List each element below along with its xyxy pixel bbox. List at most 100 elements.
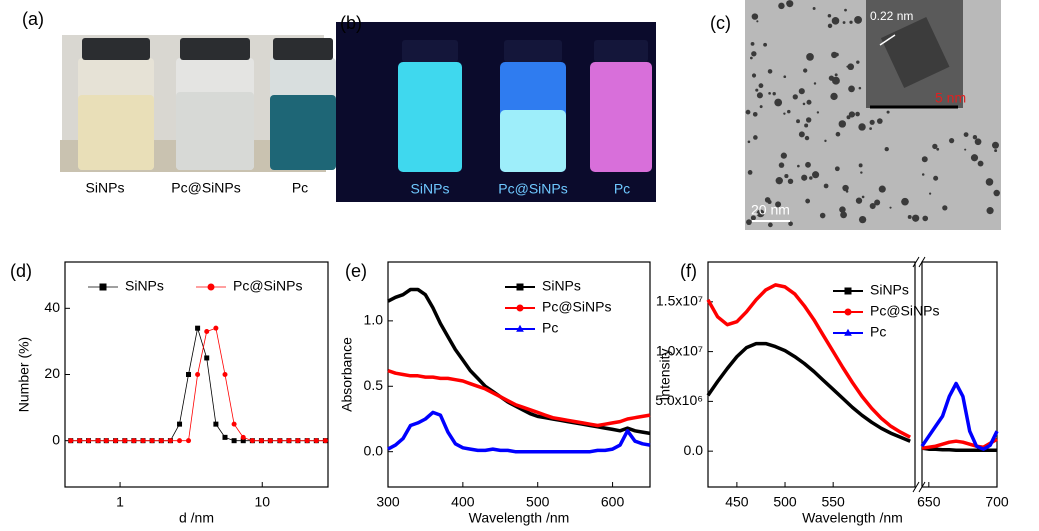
nanoparticle bbox=[840, 211, 847, 219]
nanoparticle bbox=[812, 7, 816, 10]
legend-marker bbox=[516, 324, 524, 332]
nanoparticle bbox=[767, 222, 773, 228]
nanoparticle bbox=[746, 219, 752, 226]
nanoparticle bbox=[758, 83, 764, 89]
y-tick-label: 40 bbox=[44, 299, 60, 315]
nanoparticle bbox=[805, 117, 812, 123]
legend-marker bbox=[516, 283, 524, 291]
legend-label: SiNPs bbox=[542, 278, 581, 294]
y-tick-label: 1.5x10⁷ bbox=[656, 293, 703, 309]
scale-label: 20 nm bbox=[751, 202, 790, 218]
nanoparticle bbox=[842, 21, 846, 24]
x-axis-label: Wavelength /nm bbox=[469, 510, 570, 526]
nanoparticle bbox=[858, 123, 866, 131]
nanoparticle bbox=[796, 119, 800, 124]
vial-glow bbox=[500, 110, 566, 172]
nanoparticle bbox=[767, 69, 773, 74]
x-tick-label: 550 bbox=[821, 494, 845, 510]
vial-liquid bbox=[176, 92, 254, 170]
nanoparticle bbox=[856, 60, 860, 64]
legend-marker bbox=[516, 304, 524, 312]
nanoparticle bbox=[749, 56, 753, 60]
nanoparticle bbox=[752, 111, 758, 117]
nanoparticle bbox=[768, 92, 771, 95]
nanoparticle bbox=[994, 149, 998, 153]
y-tick-label: 0 bbox=[52, 431, 60, 447]
nanoparticle bbox=[751, 13, 759, 20]
nanoparticle bbox=[884, 146, 889, 152]
y-tick-label: 5.0x10⁶ bbox=[655, 392, 703, 408]
marker bbox=[304, 438, 310, 444]
nanoparticle bbox=[783, 75, 787, 79]
nanoparticle bbox=[936, 147, 940, 151]
marker bbox=[167, 438, 173, 444]
lattice-label: 0.22 nm bbox=[870, 9, 913, 23]
legend-marker bbox=[844, 287, 852, 295]
marker bbox=[68, 438, 74, 444]
nanoparticle bbox=[832, 76, 840, 85]
nanoparticle bbox=[775, 201, 782, 208]
panel-label: (e) bbox=[345, 261, 367, 281]
nanoparticle bbox=[932, 143, 938, 150]
nanoparticle bbox=[858, 86, 862, 90]
legend-marker bbox=[207, 283, 215, 291]
y-tick-label: 1.0x10⁷ bbox=[656, 342, 703, 358]
nanoparticle bbox=[827, 13, 832, 18]
nanoparticle bbox=[889, 206, 892, 209]
series-line bbox=[70, 327, 326, 442]
nanoparticle bbox=[763, 42, 768, 47]
nanoparticle bbox=[855, 197, 863, 204]
marker bbox=[258, 438, 264, 444]
nanoparticle bbox=[802, 102, 806, 106]
axis-break bbox=[912, 256, 926, 493]
nanoparticle bbox=[788, 221, 793, 227]
lattice-arrow bbox=[879, 34, 896, 46]
marker bbox=[213, 325, 219, 331]
nanoparticle bbox=[787, 109, 791, 114]
nanoparticle bbox=[901, 197, 909, 206]
nanoparticle bbox=[805, 161, 811, 168]
nanoparticle bbox=[933, 175, 939, 181]
nanoparticle bbox=[847, 63, 855, 71]
nanoparticle bbox=[804, 135, 810, 141]
nanoparticle bbox=[750, 42, 755, 46]
nanoparticle bbox=[839, 206, 846, 213]
legend-label: Pc bbox=[870, 324, 886, 340]
vial-liquid bbox=[270, 95, 336, 170]
nanoparticle bbox=[974, 138, 982, 146]
nanoparticle bbox=[804, 123, 809, 128]
nanoparticle bbox=[886, 110, 890, 114]
marker bbox=[231, 438, 237, 444]
nanoparticle bbox=[842, 184, 849, 192]
nanoparticle bbox=[846, 115, 851, 120]
panel-label: (b) bbox=[340, 13, 362, 33]
nanoparticle bbox=[869, 119, 875, 125]
nanoparticle bbox=[876, 118, 883, 124]
marker bbox=[222, 434, 228, 440]
nanoparticle bbox=[774, 98, 783, 107]
nanoparticle bbox=[907, 214, 912, 219]
series-line bbox=[706, 283, 912, 439]
nanoparticle bbox=[787, 178, 794, 185]
marker bbox=[186, 372, 192, 377]
nanoparticle bbox=[948, 137, 955, 144]
nanoparticle bbox=[767, 199, 772, 205]
legend-label: Pc@SiNPs bbox=[233, 278, 302, 294]
nanoparticle bbox=[977, 160, 984, 167]
nanoparticle bbox=[858, 215, 867, 224]
nanoparticle bbox=[855, 111, 860, 117]
nanoparticle bbox=[801, 174, 808, 181]
series-line bbox=[70, 327, 326, 442]
nanoparticle bbox=[786, 0, 794, 8]
nanoparticle bbox=[759, 105, 763, 109]
legend-label: Pc@SiNPs bbox=[870, 303, 939, 319]
nanoparticle bbox=[861, 195, 865, 199]
vial-cap bbox=[180, 38, 250, 60]
nanoparticle bbox=[756, 20, 759, 23]
nanoparticle bbox=[797, 164, 800, 168]
nanoparticle bbox=[827, 23, 833, 29]
x-tick-label: 650 bbox=[917, 494, 941, 510]
nanoparticle bbox=[846, 65, 849, 68]
marker bbox=[249, 438, 255, 444]
